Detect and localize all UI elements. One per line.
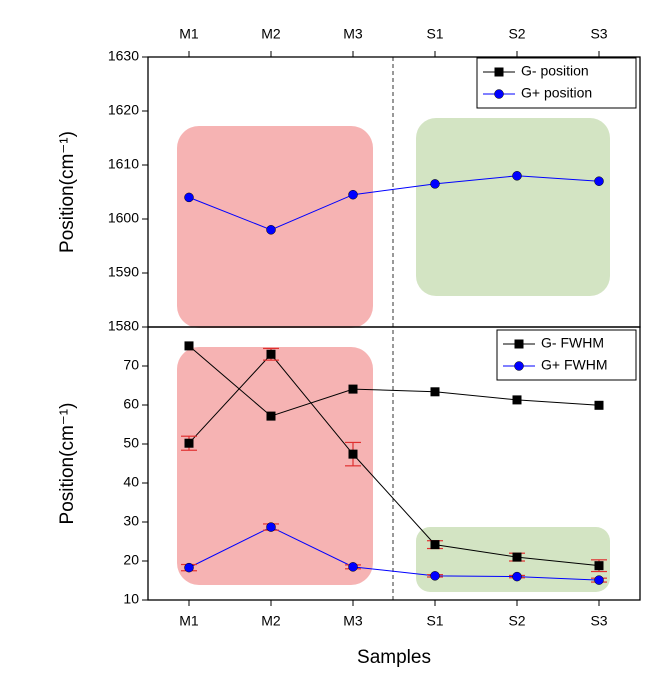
x-tick-label: S1	[426, 26, 443, 42]
data-point	[266, 225, 276, 235]
x-tick-label: S1	[426, 613, 443, 629]
data-point	[594, 400, 604, 410]
plot-frame	[147, 326, 641, 601]
y-tick-label: 1630	[108, 48, 139, 64]
y-tick-label: 70	[123, 357, 139, 373]
data-point	[348, 384, 358, 394]
y-tick-label: 60	[123, 396, 139, 412]
red-region	[177, 347, 373, 585]
legend-box	[496, 329, 637, 381]
legend-marker	[514, 339, 524, 349]
legend-box	[476, 57, 637, 109]
data-point	[594, 176, 604, 186]
data-point	[512, 395, 522, 405]
x-tick-label: S3	[590, 26, 607, 42]
data-point	[594, 575, 604, 585]
series-line	[188, 175, 600, 231]
x-tick-label: M2	[261, 26, 281, 42]
x-tick-label: M1	[179, 26, 199, 42]
y-tick-label: 1600	[108, 210, 139, 226]
y-tick-label: 10	[123, 591, 139, 607]
x-axis-label: Samples	[357, 647, 431, 668]
data-point	[348, 189, 358, 200]
y-tick-label: 1580	[108, 318, 139, 334]
data-point	[348, 562, 358, 572]
data-point	[430, 571, 440, 581]
legend-marker	[494, 89, 504, 99]
y-tick-label: 50	[123, 435, 139, 451]
y-axis-label: Position(cm⁻¹)	[57, 131, 78, 253]
y-tick-label: 1620	[108, 102, 139, 118]
x-tick-label: M3	[343, 26, 363, 42]
data-point	[512, 552, 522, 562]
data-point	[594, 561, 604, 571]
data-point	[266, 522, 276, 532]
series-line	[188, 353, 600, 567]
x-tick-label: S2	[508, 613, 525, 629]
y-tick-label: 20	[123, 552, 139, 568]
legend-marker	[514, 361, 524, 371]
series-line	[188, 345, 600, 417]
red-region	[177, 126, 373, 328]
legend-marker	[494, 67, 504, 77]
data-point	[430, 540, 440, 550]
data-point	[512, 171, 522, 181]
legend-label: G+ FWHM	[541, 357, 608, 373]
data-point	[184, 341, 194, 351]
x-tick-label: S3	[590, 613, 607, 629]
legend-label: G- position	[521, 63, 589, 79]
data-point	[430, 179, 440, 189]
y-tick-label: 1590	[108, 264, 139, 280]
data-point	[430, 387, 440, 397]
y-tick-label: 40	[123, 474, 139, 490]
y-tick-label: 30	[123, 513, 139, 529]
x-tick-label: M3	[343, 613, 363, 629]
y-tick-label: 1610	[108, 156, 139, 172]
legend-label: G+ position	[521, 85, 592, 101]
green-region	[416, 118, 610, 296]
x-tick-label: S2	[508, 26, 525, 42]
data-point	[348, 449, 358, 459]
legend-label: G- FWHM	[541, 335, 604, 351]
x-tick-label: M2	[261, 613, 281, 629]
series-line	[188, 526, 600, 581]
data-point	[184, 192, 194, 203]
data-point	[266, 411, 276, 421]
data-point	[266, 349, 276, 359]
data-point	[184, 562, 194, 573]
data-point	[512, 571, 522, 582]
y-axis-label: Position(cm⁻¹)	[57, 403, 78, 525]
x-tick-label: M1	[179, 613, 199, 629]
data-point	[184, 438, 194, 448]
